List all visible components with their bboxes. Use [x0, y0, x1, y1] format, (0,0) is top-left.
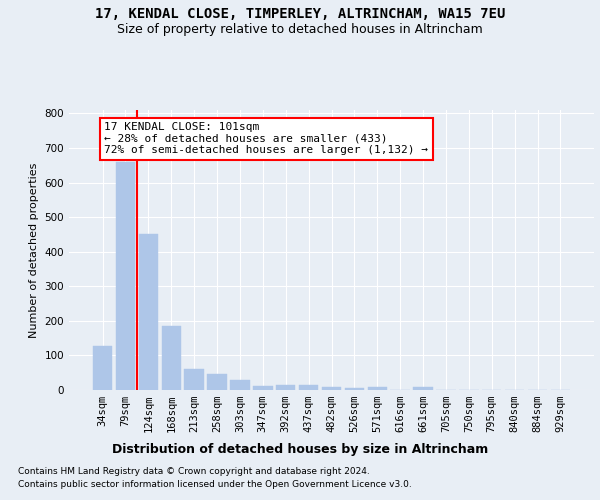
- Y-axis label: Number of detached properties: Number of detached properties: [29, 162, 39, 338]
- Bar: [276, 385, 295, 390]
- Bar: [184, 368, 204, 390]
- Text: Size of property relative to detached houses in Altrincham: Size of property relative to detached ho…: [117, 24, 483, 36]
- Bar: [299, 385, 319, 390]
- Bar: [253, 386, 272, 390]
- Bar: [139, 234, 158, 390]
- Bar: [116, 162, 135, 390]
- Text: 17 KENDAL CLOSE: 101sqm
← 28% of detached houses are smaller (433)
72% of semi-d: 17 KENDAL CLOSE: 101sqm ← 28% of detache…: [104, 122, 428, 156]
- Text: Distribution of detached houses by size in Altrincham: Distribution of detached houses by size …: [112, 442, 488, 456]
- Bar: [161, 326, 181, 390]
- Bar: [344, 388, 364, 390]
- Text: Contains HM Land Registry data © Crown copyright and database right 2024.: Contains HM Land Registry data © Crown c…: [18, 468, 370, 476]
- Text: 17, KENDAL CLOSE, TIMPERLEY, ALTRINCHAM, WA15 7EU: 17, KENDAL CLOSE, TIMPERLEY, ALTRINCHAM,…: [95, 8, 505, 22]
- Bar: [230, 380, 250, 390]
- Bar: [413, 387, 433, 390]
- Bar: [208, 374, 227, 390]
- Bar: [93, 346, 112, 390]
- Text: Contains public sector information licensed under the Open Government Licence v3: Contains public sector information licen…: [18, 480, 412, 489]
- Bar: [368, 387, 387, 390]
- Bar: [322, 387, 341, 390]
